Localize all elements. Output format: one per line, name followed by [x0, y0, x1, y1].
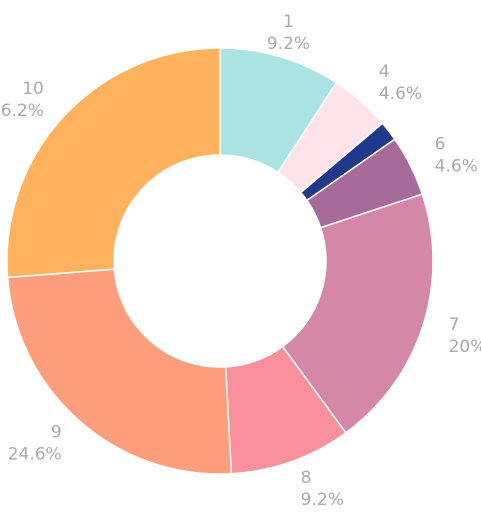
slice-category-label-6: 6 — [435, 135, 446, 155]
slice-percent-label-6: 4.6% — [435, 157, 478, 177]
slice-percent-label-1: 9.2% — [267, 34, 310, 54]
donut-slice-7 — [281, 193, 434, 434]
slice-category-label-7: 7 — [449, 315, 460, 335]
slice-category-label-10: 10 — [22, 79, 44, 99]
slices-layer — [6, 47, 434, 475]
donut-slice-10 — [6, 47, 221, 279]
slice-percent-label-9: 24.6% — [8, 444, 62, 464]
slice-percent-label-7: 20% — [449, 337, 481, 357]
donut-slice-9 — [6, 268, 233, 475]
slice-percent-label-4: 4.6% — [379, 84, 422, 104]
slice-category-label-8: 8 — [301, 468, 312, 488]
labels-layer: 19.2%44.6%64.6%720%89.2%924.6%1026.2% — [0, 12, 481, 510]
slice-category-label-4: 4 — [379, 62, 390, 82]
slice-percent-label-10: 26.2% — [0, 101, 44, 121]
slice-category-label-1: 1 — [283, 12, 294, 32]
slice-percent-label-8: 9.2% — [301, 490, 344, 510]
slice-category-label-9: 9 — [51, 422, 62, 442]
